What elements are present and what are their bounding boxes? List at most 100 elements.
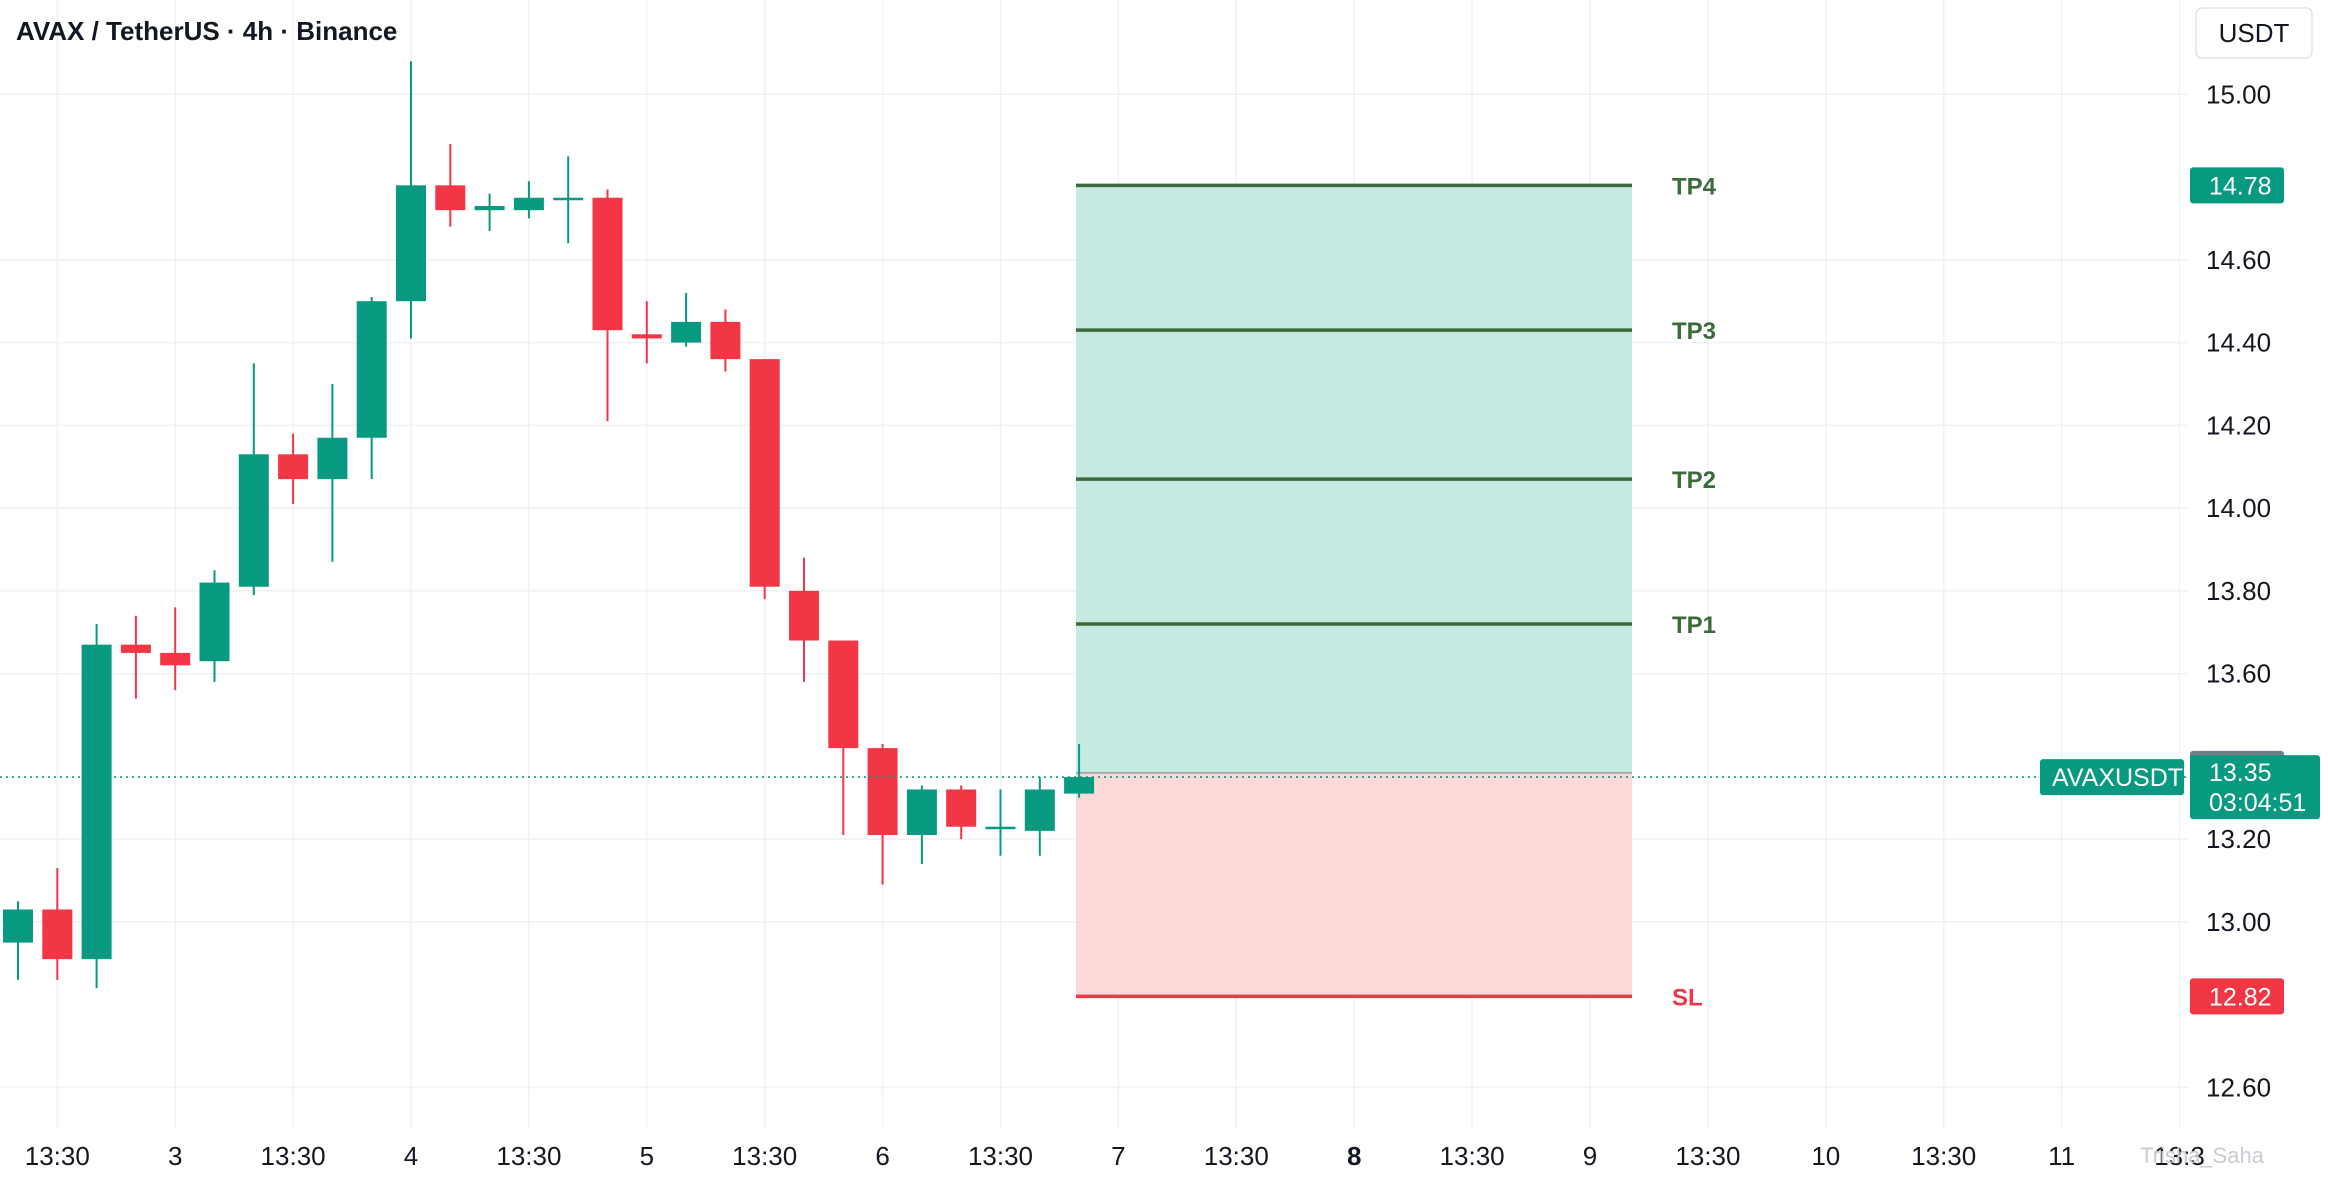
time-tick-label: 9 xyxy=(1583,1141,1597,1171)
price-tick-label: 15.00 xyxy=(2206,79,2271,109)
candle-body xyxy=(160,652,191,666)
candle xyxy=(789,557,819,682)
candle-body xyxy=(278,454,309,480)
candle-body xyxy=(474,206,505,211)
candle-body xyxy=(356,301,387,438)
candle xyxy=(474,193,505,231)
candle xyxy=(199,570,230,682)
time-tick-label: 3 xyxy=(168,1141,182,1171)
candle xyxy=(906,785,937,864)
price-tick-label: 14.00 xyxy=(2206,493,2271,523)
candle xyxy=(120,615,151,699)
candle-body xyxy=(81,644,112,960)
target-levels: TP4 TP3 TP2 TP1 SL xyxy=(1076,173,1717,1011)
time-tick-label: 5 xyxy=(640,1141,654,1171)
position-zones xyxy=(1076,185,1632,997)
candle-body xyxy=(120,644,151,653)
level-label-tp1: TP1 xyxy=(1672,612,1716,639)
candle-body xyxy=(3,909,33,943)
candle-body xyxy=(1064,777,1095,794)
candle xyxy=(317,383,348,562)
candle-body xyxy=(317,437,348,480)
time-tick-label: 13:30 xyxy=(1911,1141,1976,1171)
price-axis[interactable]: 15.00 14.60 14.40 14.20 14.00 13.80 13.60 13.20… xyxy=(2040,79,2320,1102)
chart-title: AVAX / TetherUS · 4h · Binance xyxy=(16,16,397,46)
candle xyxy=(592,189,623,422)
price-tick-label: 14.20 xyxy=(2206,410,2271,440)
candle-body xyxy=(1024,789,1055,831)
candle-body xyxy=(435,185,466,211)
price-tick-label: 13.60 xyxy=(2206,659,2271,689)
time-tick-label: 13:30 xyxy=(496,1141,561,1171)
candle-body xyxy=(789,590,819,641)
candle xyxy=(946,785,977,840)
candle-body xyxy=(238,454,269,587)
candle xyxy=(867,743,898,885)
time-axis[interactable]: 13:30 3 13:30 4 13:30 5 13:30 6 13:30 7 13:30 8 13:3… xyxy=(25,1141,2205,1171)
level-label-tp4: TP4 xyxy=(1672,173,1717,200)
candle xyxy=(42,868,73,980)
candle-body xyxy=(985,826,1016,830)
time-tick-label: 10 xyxy=(1811,1141,1840,1171)
symbol-tag-bg xyxy=(2040,759,2184,796)
price-tick-label: 14.60 xyxy=(2206,245,2271,275)
candle xyxy=(278,433,309,504)
candle-body xyxy=(42,909,73,960)
candle-body xyxy=(631,334,662,339)
candle-body xyxy=(828,640,859,749)
currency-button-label: USDT xyxy=(2219,18,2290,48)
time-tick-label: 8 xyxy=(1347,1141,1361,1171)
candle xyxy=(710,309,741,372)
time-tick-label: 13:30 xyxy=(968,1141,1033,1171)
price-tick-label: 13.20 xyxy=(2206,824,2271,854)
sl-price-tag: 12.82 xyxy=(2209,983,2272,1011)
candle xyxy=(3,901,33,980)
currency-button[interactable]: USDT xyxy=(2195,7,2313,59)
time-tick-label: 13:30 xyxy=(732,1141,797,1171)
candle xyxy=(1064,743,1095,798)
time-tick-label: 6 xyxy=(875,1141,889,1171)
candle xyxy=(396,61,426,339)
candle-body xyxy=(749,359,780,587)
candle-body xyxy=(513,197,544,211)
symbol-tag: AVAXUSDT xyxy=(2052,764,2183,792)
candle xyxy=(985,789,1016,856)
candle xyxy=(1024,777,1055,856)
tp4-price-tag-bg xyxy=(2190,167,2284,204)
price-tick-label: 14.40 xyxy=(2206,328,2271,358)
loss-zone xyxy=(1076,772,1632,997)
price-tick-label: 13.80 xyxy=(2206,576,2271,606)
candle-body xyxy=(592,197,623,331)
candle xyxy=(671,292,702,347)
time-tick-label: 13:3 xyxy=(2154,1141,2205,1171)
candle xyxy=(435,143,466,227)
level-label-tp3: TP3 xyxy=(1672,318,1716,345)
time-tick-label: 13:30 xyxy=(25,1141,90,1171)
last-price-value: 13.35 xyxy=(2209,759,2272,787)
candle-body xyxy=(553,197,584,201)
time-tick-label: 11 xyxy=(2048,1141,2075,1171)
candle-body xyxy=(867,748,898,836)
time-tick-label: 4 xyxy=(404,1141,418,1171)
time-tick-label: 7 xyxy=(1111,1141,1125,1171)
candle-body xyxy=(671,321,702,343)
candle xyxy=(631,301,662,364)
candlestick-series xyxy=(3,61,1095,989)
watermark: Trisha_Saha xyxy=(2140,1143,2265,1168)
candle-body xyxy=(906,789,937,836)
countdown-timer: 03:04:51 xyxy=(2209,789,2306,817)
candle-body xyxy=(710,321,741,360)
time-tick-label: 13:30 xyxy=(1675,1141,1740,1171)
candle xyxy=(828,640,859,836)
level-label-sl: SL xyxy=(1672,984,1703,1011)
candle-body xyxy=(396,185,426,302)
candle xyxy=(513,181,544,219)
candle xyxy=(356,297,387,480)
time-tick-label: 13:30 xyxy=(1440,1141,1505,1171)
price-tick-label: 13.00 xyxy=(2206,907,2271,937)
price-tick-label: 12.60 xyxy=(2206,1072,2271,1102)
sl-price-tag-bg xyxy=(2190,978,2284,1015)
candle xyxy=(238,363,269,595)
time-tick-label: 13:30 xyxy=(1204,1141,1269,1171)
